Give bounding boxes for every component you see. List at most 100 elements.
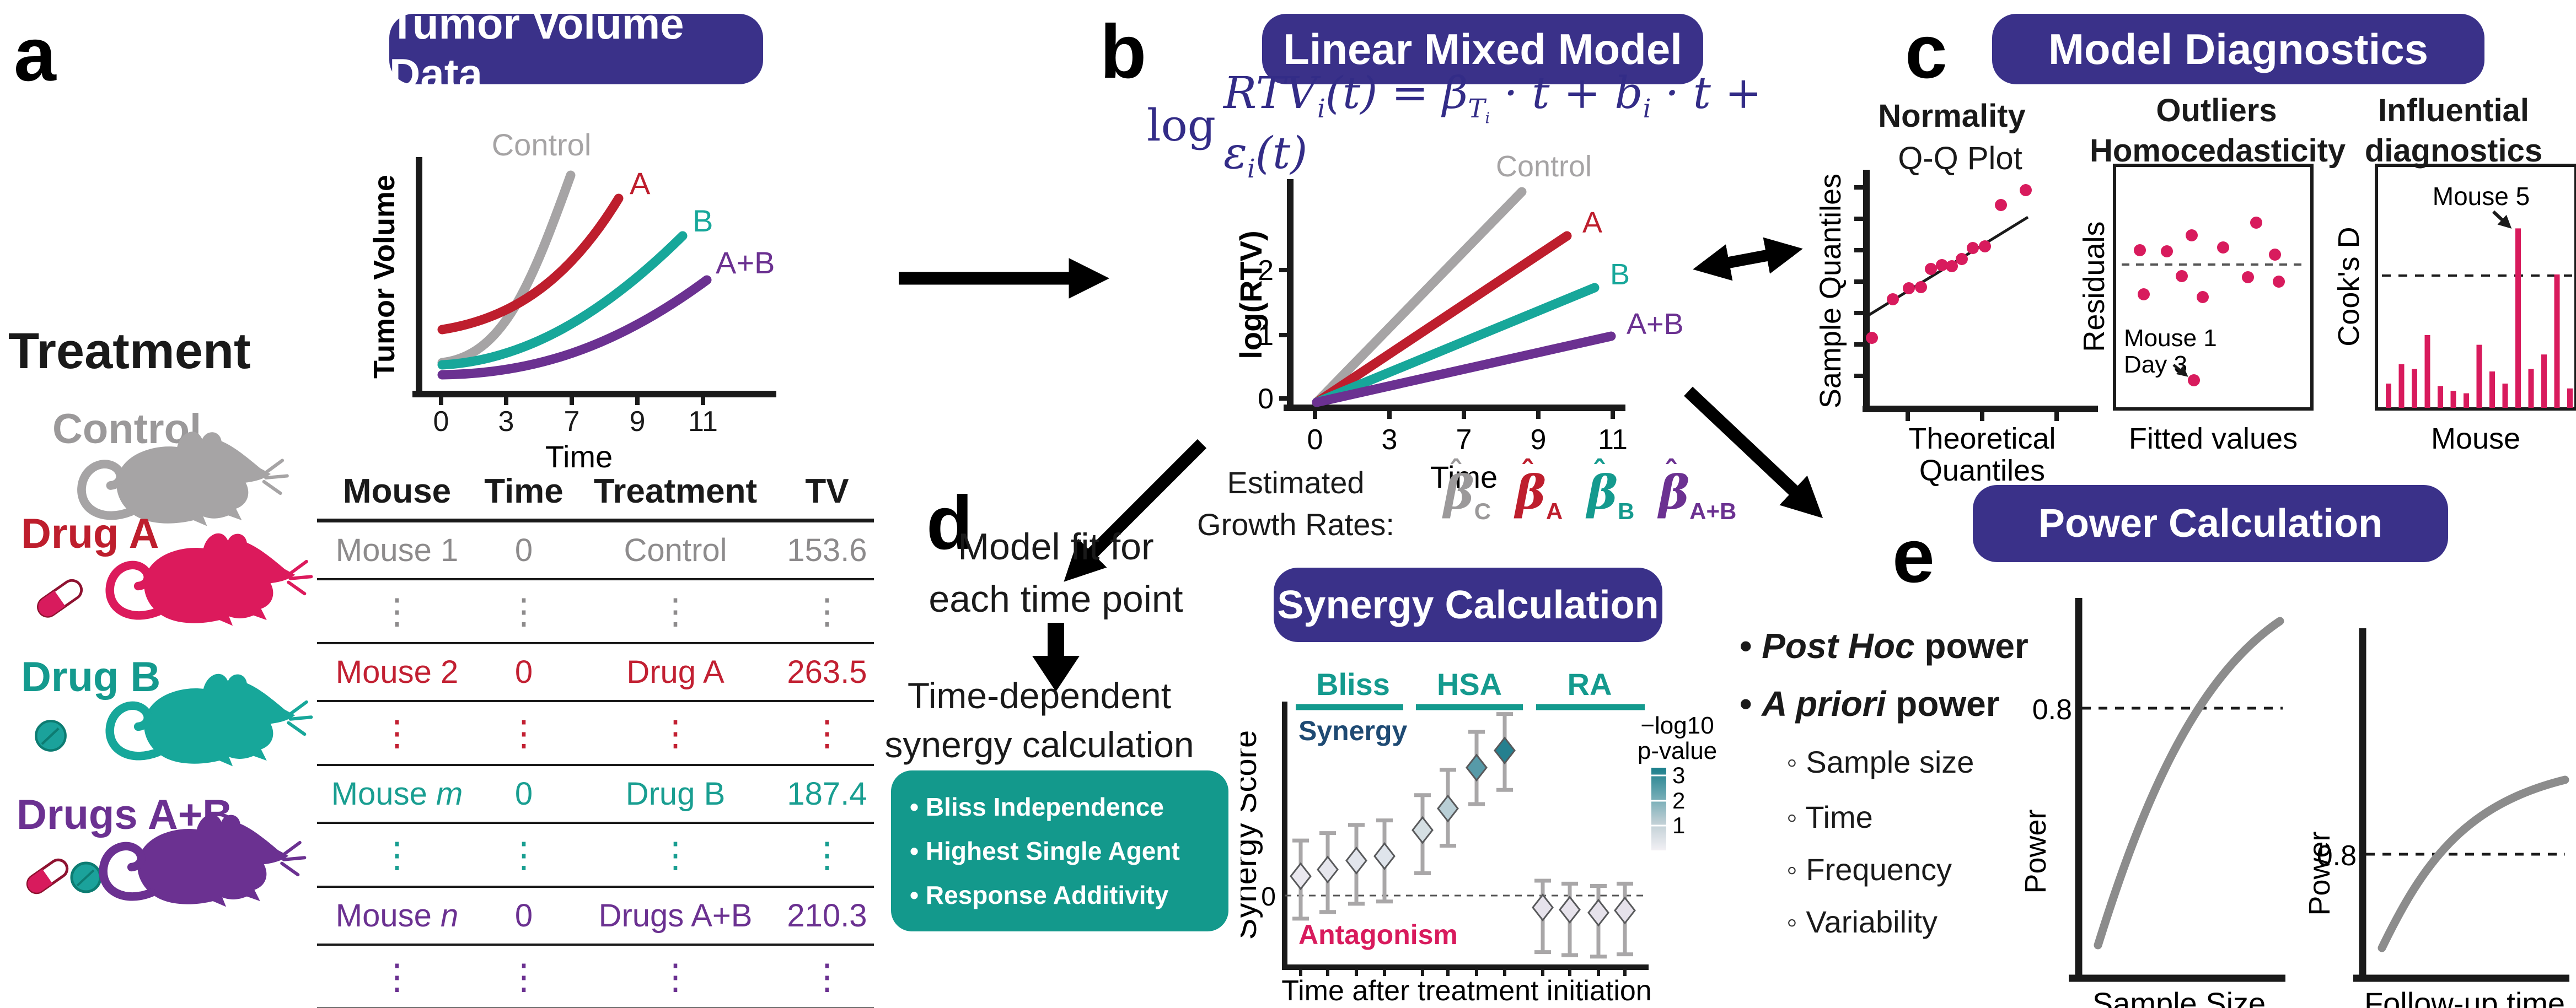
- group-label-drug-a: Drug A: [21, 510, 159, 557]
- header-linear-mixed-model-text: Linear Mixed Model: [1283, 24, 1682, 73]
- growth-curves: [437, 170, 712, 380]
- header-model-diagnostics: Model Diagnostics: [1992, 14, 2484, 84]
- synergy-diamond: [1532, 893, 1554, 922]
- arrow-b-to-e: [1684, 386, 1823, 519]
- header-power-calculation-text: Power Calculation: [2038, 502, 2383, 546]
- table-row: Mouse n 0 Drugs A+B 210.3: [317, 888, 874, 946]
- bullet-post-hoc-power: Post Hoc power: [1740, 626, 2028, 666]
- header-model-diagnostics-text: Model Diagnostics: [2048, 24, 2429, 73]
- outliers-title: Outliers Homocedasticity: [2090, 93, 2346, 169]
- line-A: [1312, 231, 1572, 407]
- legend-title-2: p-value: [1638, 737, 1717, 764]
- qq-point: [2020, 184, 2032, 196]
- col-header-tv: TV: [805, 472, 849, 510]
- p1-x-label: Sample Size: [2092, 986, 2266, 1008]
- cooks-bar: [2528, 369, 2534, 408]
- fitted-lines: [1312, 187, 1616, 407]
- beta-drug-b: ˆ βB: [1587, 454, 1635, 524]
- y-tick-label: 1: [1258, 320, 1274, 352]
- tumor-volume-table: Mouse Time Treatment TV Mouse 1 0 Control 1…: [317, 472, 874, 1008]
- p2-x-label: Follow-up time: [2364, 986, 2565, 1008]
- qq-axis-ticks: [1854, 185, 2059, 421]
- panel-label-a: a: [14, 12, 56, 97]
- cooks-x-label: Mouse: [2431, 422, 2520, 455]
- influential-title: Influential diagnostics: [2364, 93, 2543, 169]
- curve-label-A+B: A+B: [716, 245, 775, 280]
- cooks-bar: [2424, 335, 2430, 408]
- residual-point: [2250, 217, 2262, 229]
- table-dots-row: ⋮ ⋮ ⋮ ⋮: [317, 580, 874, 644]
- cooks-bar: [2489, 371, 2495, 408]
- qq-point: [1915, 281, 1927, 293]
- curve-B: [437, 231, 688, 370]
- sub-bullet-variability: Variability: [1786, 904, 1938, 940]
- sub-bullet-sample-size: Sample size: [1786, 744, 1974, 780]
- p1-y-label: Power: [2019, 809, 2052, 893]
- mouse-icon-drug-a: [99, 518, 317, 650]
- log-rtv-chart: 2 1 0 0 3 7 9 11 Control AB A+B Time log(RTV): [1235, 154, 1684, 494]
- line-label-A+B: A+B: [1627, 308, 1684, 341]
- tablet-icon: [35, 720, 67, 752]
- method-hsa: Highest Single Agent: [910, 836, 1228, 866]
- line-label-Control: Control: [1496, 154, 1592, 183]
- qq-x-label-2: Quantiles: [1919, 454, 2045, 487]
- legend-colorbar: [1651, 768, 1666, 850]
- legend-ticks: 321: [1651, 762, 1685, 838]
- line-labels: Control AB A+B: [1496, 154, 1684, 341]
- cooks-bar: [2541, 354, 2547, 408]
- synergy-diamond: [1412, 816, 1434, 844]
- x-tick-label: 0: [433, 406, 449, 438]
- group-label-hsa: HSA: [1437, 670, 1502, 702]
- p2-threshold-label: 0.8: [2317, 840, 2357, 872]
- curve-labels: Control A BA+B: [492, 127, 775, 280]
- synergy-diamond: [1559, 896, 1581, 924]
- estimated-text: Estimated: [1227, 465, 1365, 500]
- line-label-B: B: [1610, 258, 1630, 291]
- cooks-bar: [2412, 369, 2417, 408]
- header-tumor-volume-data-text: Tumor Volume Data: [389, 0, 684, 98]
- estimated-betas: ˆ βC ˆ βA ˆ βB ˆ βA+B: [1443, 454, 1752, 524]
- arrow-b-to-d: [1064, 439, 1207, 582]
- cooks-annotation-arrow: [2492, 210, 2512, 229]
- residual-point: [2138, 288, 2150, 300]
- qq-plot-subtitle: Q-Q Plot: [1898, 141, 2022, 176]
- qq-point: [1995, 199, 2007, 211]
- residuals-points: [2134, 217, 2285, 386]
- legend-tick-label: 3: [1672, 762, 1685, 788]
- x-tick-label: 3: [1382, 424, 1398, 456]
- residual-point: [2186, 229, 2198, 241]
- synergy-diamond: [1466, 753, 1488, 782]
- tumor-volume-chart: Control A BA+B 0 3 7 9 11 Time Tumor Volume: [368, 127, 776, 474]
- x-tick-label: 11: [688, 406, 718, 438]
- residual-point: [2217, 241, 2229, 254]
- beta-control: ˆ βC: [1443, 454, 1491, 524]
- cooks-bar: [2438, 386, 2443, 408]
- residual-outlier-point: [2188, 374, 2200, 386]
- residuals-annotation-arrow: [2172, 364, 2188, 377]
- panel-label-d: d: [926, 481, 973, 565]
- qq-point: [1967, 242, 1979, 254]
- lmm-formula: log RTVi(t) = βTi · t + bi · t + εi(t): [1147, 67, 1820, 183]
- arrow-down-icon: [1032, 623, 1080, 692]
- cooks-bar: [2398, 364, 2405, 408]
- cooks-bar: [2386, 384, 2391, 408]
- residuals-y-label: Residuals: [2078, 221, 2111, 352]
- growth-rates-text: Growth Rates:: [1197, 506, 1394, 542]
- y-tick-label: 2: [1258, 255, 1274, 287]
- cooks-bar: [2515, 228, 2521, 408]
- time-dependent-text: Time-dependent synergy calculation: [884, 675, 1194, 766]
- cooks-bar: [2450, 391, 2456, 408]
- residuals-annotation-2: Day 3: [2124, 351, 2187, 378]
- x-ticks: 0 3 7 9 11: [1307, 408, 1628, 456]
- mouse-icon-drugs-ab: [93, 799, 310, 931]
- p2-power-curve: [2378, 775, 2569, 952]
- cooks-bar: [2554, 274, 2560, 408]
- residual-point: [2242, 271, 2254, 283]
- synergy-diamond: [1614, 896, 1636, 925]
- x-tick-marks: [439, 394, 705, 405]
- treatment-heading: Treatment: [8, 323, 251, 379]
- qq-point: [1887, 293, 1899, 305]
- col-header-time: Time: [484, 472, 564, 510]
- qq-point: [1936, 259, 1948, 271]
